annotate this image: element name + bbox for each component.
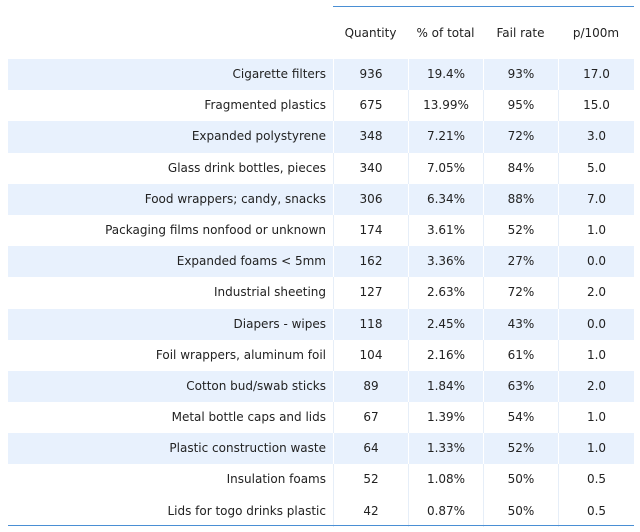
item-name-cell: Plastic construction waste <box>169 441 326 456</box>
column-header-per-100m: p/100m <box>572 26 620 40</box>
quantity-cell: 89 <box>333 370 408 403</box>
per-100m-cell: 7.0 <box>558 183 634 215</box>
table-row: Metal bottle caps and lids 67 1.39% 54% … <box>8 402 634 434</box>
fail-rate-cell: 50% <box>483 464 558 496</box>
table-row: Food wrappers; candy, snacks 306 6.34% 8… <box>8 183 634 215</box>
quantity-cell: 348 <box>333 121 408 153</box>
fail-rate-cell: 50% <box>483 495 558 527</box>
item-name-cell: Metal bottle caps and lids <box>171 410 326 425</box>
percent-of-total-cell: 19.4% <box>408 59 483 91</box>
fail-rate-cell: 43% <box>483 308 558 340</box>
quantity-cell: 127 <box>333 277 408 309</box>
quantity-cell: 174 <box>333 214 408 247</box>
item-name-cell: Expanded foams < 5mm <box>176 254 326 269</box>
item-name-cell: Expanded polystyrene <box>191 129 326 144</box>
fail-rate-cell: 52% <box>483 433 558 465</box>
per-100m-cell: 15.0 <box>558 90 634 122</box>
table-row: Lids for togo drinks plastic 42 0.87% 50… <box>8 495 634 527</box>
fail-rate-cell: 72% <box>483 121 558 153</box>
quantity-cell: 936 <box>333 59 408 91</box>
percent-of-total-cell: 2.16% <box>408 339 483 371</box>
table-row: Cotton bud/swab sticks 89 1.84% 63% 2.0 <box>8 370 634 403</box>
quantity-cell: 675 <box>333 90 408 122</box>
fail-rate-cell: 27% <box>483 246 558 278</box>
fail-rate-cell: 93% <box>483 59 558 91</box>
percent-of-total-cell: 6.34% <box>408 183 483 215</box>
quantity-cell: 104 <box>333 339 408 371</box>
table-row: Glass drink bottles, pieces 340 7.05% 84… <box>8 152 634 184</box>
table-row: Plastic construction waste 64 1.33% 52% … <box>8 433 634 465</box>
percent-of-total-cell: 1.39% <box>408 402 483 434</box>
item-name-cell: Insulation foams <box>226 472 326 487</box>
fail-rate-cell: 63% <box>483 370 558 403</box>
per-100m-cell: 1.0 <box>558 402 634 434</box>
per-100m-cell: 0.5 <box>558 495 634 527</box>
per-100m-cell: 17.0 <box>558 59 634 91</box>
table-row: Cigarette filters 936 19.4% 93% 17.0 <box>8 59 634 91</box>
table-row: Diapers - wipes 118 2.45% 43% 0.0 <box>8 308 634 340</box>
table-top-rule <box>333 6 634 7</box>
percent-of-total-cell: 1.33% <box>408 433 483 465</box>
item-name-cell: Lids for togo drinks plastic <box>167 503 326 518</box>
percent-of-total-cell: 7.05% <box>408 152 483 184</box>
per-100m-cell: 1.0 <box>558 214 634 247</box>
table-row: Expanded foams < 5mm 162 3.36% 27% 0.0 <box>8 246 634 278</box>
item-name-cell: Diapers - wipes <box>233 316 326 331</box>
table-row: Packaging films nonfood or unknown 174 3… <box>8 214 634 247</box>
table-row: Foil wrappers, aluminum foil 104 2.16% 6… <box>8 339 634 371</box>
quantity-cell: 340 <box>333 152 408 184</box>
per-100m-cell: 1.0 <box>558 433 634 465</box>
item-name-cell: Glass drink bottles, pieces <box>167 160 326 175</box>
per-100m-cell: 0.0 <box>558 246 634 278</box>
table-row: Fragmented plastics 675 13.99% 95% 15.0 <box>8 90 634 122</box>
percent-of-total-cell: 0.87% <box>408 495 483 527</box>
item-name-cell: Cotton bud/swab sticks <box>186 378 326 393</box>
fail-rate-cell: 52% <box>483 214 558 247</box>
item-name-cell: Cigarette filters <box>232 67 326 81</box>
per-100m-cell: 0.0 <box>558 308 634 340</box>
quantity-cell: 64 <box>333 433 408 465</box>
item-name-cell: Packaging films nonfood or unknown <box>105 222 326 237</box>
percent-of-total-cell: 7.21% <box>408 121 483 153</box>
item-name-cell: Foil wrappers, aluminum foil <box>155 347 326 362</box>
quantity-cell: 67 <box>333 402 408 434</box>
quantity-cell: 162 <box>333 246 408 278</box>
percent-of-total-cell: 3.36% <box>408 246 483 278</box>
item-name-cell: Fragmented plastics <box>204 98 326 113</box>
percent-of-total-cell: 2.63% <box>408 277 483 309</box>
fail-rate-cell: 88% <box>483 183 558 215</box>
percent-of-total-cell: 3.61% <box>408 214 483 247</box>
quantity-cell: 52 <box>333 464 408 496</box>
quantity-cell: 118 <box>333 308 408 340</box>
per-100m-cell: 2.0 <box>558 370 634 403</box>
percent-of-total-cell: 2.45% <box>408 308 483 340</box>
per-100m-cell: 2.0 <box>558 277 634 309</box>
fail-rate-cell: 61% <box>483 339 558 371</box>
column-header-fail-rate: Fail rate <box>496 26 545 40</box>
fail-rate-cell: 84% <box>483 152 558 184</box>
table-row: Industrial sheeting 127 2.63% 72% 2.0 <box>8 277 634 309</box>
per-100m-cell: 1.0 <box>558 339 634 371</box>
per-100m-cell: 3.0 <box>558 121 634 153</box>
quantity-cell: 306 <box>333 183 408 215</box>
table-body: Cigarette filters 936 19.4% 93% 17.0 Fra… <box>8 59 634 527</box>
table-header: Quantity % of total Fail rate p/100m <box>8 7 634 59</box>
column-header-percent-of-total: % of total <box>416 26 475 40</box>
table-bottom-rule <box>8 525 634 526</box>
percent-of-total-cell: 13.99% <box>408 90 483 122</box>
fail-rate-cell: 95% <box>483 90 558 122</box>
per-100m-cell: 5.0 <box>558 152 634 184</box>
table-row: Insulation foams 52 1.08% 50% 0.5 <box>8 464 634 496</box>
column-header-quantity: Quantity <box>344 26 397 40</box>
percent-of-total-cell: 1.08% <box>408 464 483 496</box>
quantity-cell: 42 <box>333 495 408 527</box>
fail-rate-cell: 72% <box>483 277 558 309</box>
percent-of-total-cell: 1.84% <box>408 370 483 403</box>
fail-rate-cell: 54% <box>483 402 558 434</box>
table-row: Expanded polystyrene 348 7.21% 72% 3.0 <box>8 121 634 153</box>
item-name-cell: Industrial sheeting <box>214 285 326 300</box>
item-name-cell: Food wrappers; candy, snacks <box>144 191 326 206</box>
per-100m-cell: 0.5 <box>558 464 634 496</box>
